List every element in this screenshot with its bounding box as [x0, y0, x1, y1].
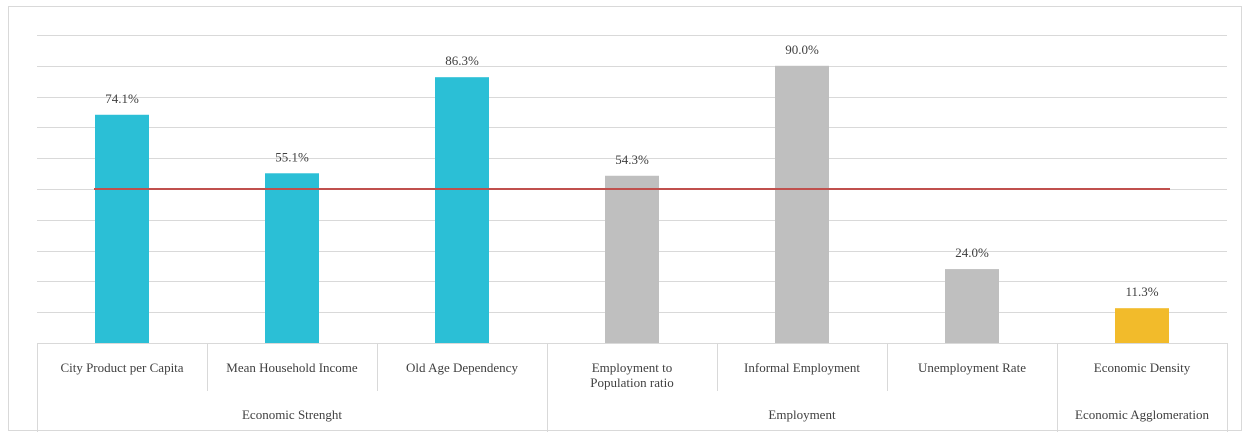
- category-label-line: Unemployment Rate: [918, 360, 1026, 375]
- data-label: 24.0%: [955, 245, 989, 260]
- bar-chart: 74.1% 55.1% 86.3% 54.3% 90.0% 24.0% 11.3% City…: [37, 35, 1228, 432]
- data-label: 54.3%: [615, 152, 649, 167]
- bar: [775, 65, 829, 344]
- group-label: Economic Agglomeration: [1075, 407, 1209, 422]
- category-label: Old Age Dependency: [406, 360, 518, 375]
- data-label: 11.3%: [1125, 284, 1158, 299]
- bar: [95, 114, 149, 343]
- bars: [95, 65, 1169, 344]
- category-label-line: Old Age Dependency: [406, 360, 518, 375]
- category-label-line: Informal Employment: [744, 360, 860, 375]
- bar: [435, 77, 489, 344]
- bar: [605, 175, 659, 343]
- category-label-line: Economic Density: [1094, 360, 1191, 375]
- group-label: Employment: [768, 407, 836, 422]
- category-label: Informal Employment: [744, 360, 860, 375]
- category-label-line: City Product per Capita: [60, 360, 183, 375]
- category-label: Employment to Population ratio: [590, 360, 673, 390]
- data-label: 74.1%: [105, 91, 139, 106]
- data-labels: 74.1% 55.1% 86.3% 54.3% 90.0% 24.0% 11.3%: [105, 42, 1159, 299]
- data-label: 90.0%: [785, 42, 819, 57]
- data-label: 86.3%: [445, 53, 479, 68]
- group-label: Economic Strenght: [242, 407, 342, 422]
- category-label: Mean Household Income: [226, 360, 358, 375]
- category-label-line: Population ratio: [590, 375, 673, 390]
- bar: [945, 269, 999, 343]
- category-label-line: Employment to: [592, 360, 673, 375]
- category-label: Economic Density: [1094, 360, 1191, 375]
- data-label: 55.1%: [275, 149, 309, 164]
- bar: [265, 173, 319, 343]
- category-label: City Product per Capita: [60, 360, 183, 375]
- category-label: Unemployment Rate: [918, 360, 1026, 375]
- chart-frame: 74.1% 55.1% 86.3% 54.3% 90.0% 24.0% 11.3% City…: [8, 6, 1242, 432]
- category-label-line: Mean Household Income: [226, 360, 358, 375]
- category-axis: City Product per Capita Mean Household In…: [37, 343, 1228, 432]
- bar: [1115, 308, 1169, 343]
